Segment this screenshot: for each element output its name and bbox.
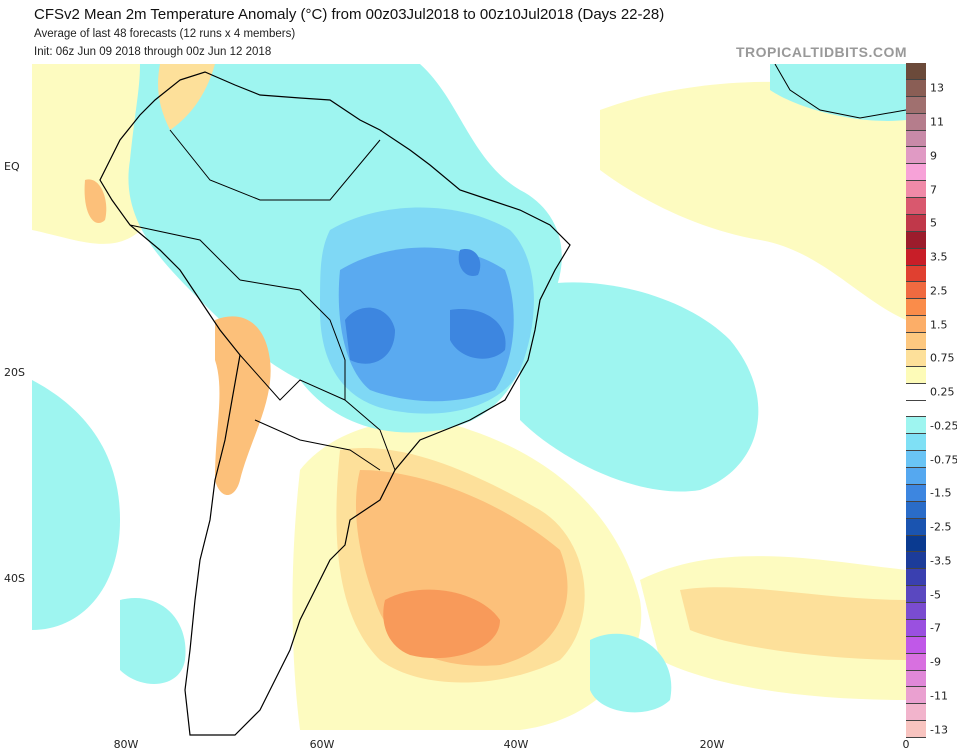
colorbar-label: 13 xyxy=(930,81,944,95)
colorbar-swatch xyxy=(906,231,926,249)
colorbar-swatch xyxy=(906,248,926,266)
colorbar-label: 1.5 xyxy=(930,318,948,332)
colorbar-swatch xyxy=(906,63,926,80)
anomaly-cool-brazil-core xyxy=(338,247,514,402)
colorbar-label: 7 xyxy=(930,183,937,197)
colorbar-swatch xyxy=(906,670,926,688)
colorbar-label: 2.5 xyxy=(930,284,948,298)
anomaly-cool-ne-corner xyxy=(770,64,906,121)
colorbar-swatch xyxy=(906,366,926,384)
south-america-coastline xyxy=(99,71,571,736)
colorbar-swatch xyxy=(906,417,926,435)
colorbar-swatch xyxy=(906,282,926,300)
anomaly-cool-brazil-strong-2 xyxy=(450,309,506,359)
country-borders xyxy=(129,129,396,471)
colorbar-label: -2.5 xyxy=(930,520,952,534)
colorbar-swatch xyxy=(906,603,926,620)
colorbar-swatch xyxy=(906,130,926,148)
colorbar-swatch xyxy=(906,147,926,165)
colorbar-label: 5 xyxy=(930,216,937,230)
colorbar-label: -3.5 xyxy=(930,554,952,568)
colorbar-label: -0.75 xyxy=(930,453,957,467)
anomaly-warm-andes-north xyxy=(158,64,215,130)
colorbar-label: -1.5 xyxy=(930,486,952,500)
anomaly-warm-pacific-eq xyxy=(84,179,107,224)
anomaly-warm-andes xyxy=(215,316,271,495)
title: CFSv2 Mean 2m Temperature Anomaly (°C) f… xyxy=(34,6,665,23)
colorbar-label: -5 xyxy=(930,588,941,602)
colorbar-swatch xyxy=(906,484,926,502)
anomaly-cool-sw-atlantic xyxy=(590,633,672,713)
colorbar-label: -9 xyxy=(930,655,941,669)
colorbar-swatch xyxy=(906,518,926,536)
lon-label-40w: 40W xyxy=(503,738,529,750)
colorbar-swatch xyxy=(906,164,926,182)
colorbar-swatch xyxy=(906,619,926,637)
lat-label-eq: EQ xyxy=(4,160,20,173)
colorbar-swatch xyxy=(906,349,926,367)
colorbar-label: -0.25 xyxy=(930,419,957,433)
colorbar-label: 0.25 xyxy=(930,385,955,399)
anomaly-fills xyxy=(32,64,906,730)
colorbar-swatch xyxy=(906,451,926,468)
colorbar-swatch xyxy=(906,721,926,738)
colorbar-swatch xyxy=(906,181,926,198)
colorbar-swatch xyxy=(906,468,926,485)
lon-label-20w: 20W xyxy=(699,738,725,750)
lat-label-40s: 40S xyxy=(4,572,25,585)
anomaly-warm-sw-atlantic-max xyxy=(383,589,500,659)
colorbar-label: -7 xyxy=(930,621,941,635)
subtitle: Average of last 48 forecasts (12 runs x … xyxy=(34,28,296,40)
anomaly-cool-brazil-strong-1 xyxy=(345,307,395,364)
colorbar-swatch xyxy=(906,552,926,570)
colorbar-label: 0.75 xyxy=(930,351,955,365)
anomaly-warm-east-south xyxy=(680,587,906,660)
colorbar-swatch xyxy=(906,383,926,401)
colorbar-label: -11 xyxy=(930,689,948,703)
colorbar-swatch xyxy=(906,687,926,705)
lon-label-80w: 80W xyxy=(113,738,139,750)
colorbar xyxy=(906,63,926,738)
colorbar-label: 9 xyxy=(930,149,937,163)
init-info: Init: 06z Jun 09 2018 through 00z Jun 12… xyxy=(34,46,272,58)
lon-label-60w: 60W xyxy=(309,738,335,750)
anomaly-cool-pacific-w xyxy=(32,380,120,630)
colorbar-swatch xyxy=(906,214,926,232)
colorbar-label: 11 xyxy=(930,115,944,129)
colorbar-label: -13 xyxy=(930,723,948,737)
colorbar-swatch xyxy=(906,333,926,350)
colorbar-swatch xyxy=(906,501,926,519)
anomaly-cool-brazil-strong-3 xyxy=(458,249,481,276)
colorbar-swatch xyxy=(906,586,926,603)
colorbar-swatch xyxy=(906,316,926,333)
colorbar-swatch xyxy=(906,400,926,418)
colorbar-swatch xyxy=(906,265,926,283)
anomaly-cool-atlantic xyxy=(520,282,759,492)
brand-watermark: TROPICALTIDBITS.COM xyxy=(735,44,907,60)
anomaly-cool-pacific-s xyxy=(120,598,186,684)
lat-label-20s: 20S xyxy=(4,366,25,379)
colorbar-swatch xyxy=(906,79,926,97)
anomaly-map xyxy=(32,64,906,736)
colorbar-swatch xyxy=(906,653,926,671)
colorbar-swatch xyxy=(906,96,926,114)
colorbar-swatch xyxy=(906,113,926,131)
colorbar-swatch xyxy=(906,434,926,452)
colorbar-swatch xyxy=(906,299,926,317)
colorbar-swatch xyxy=(906,198,926,215)
colorbar-swatch xyxy=(906,535,926,553)
africa-coastline xyxy=(774,64,906,119)
colorbar-swatch xyxy=(906,636,926,654)
colorbar-swatch xyxy=(906,704,926,722)
colorbar-label: 3.5 xyxy=(930,250,948,264)
anomaly-warm-atlantic-east xyxy=(600,81,906,321)
lon-label-0: 0 xyxy=(902,738,910,750)
colorbar-swatch xyxy=(906,569,926,587)
